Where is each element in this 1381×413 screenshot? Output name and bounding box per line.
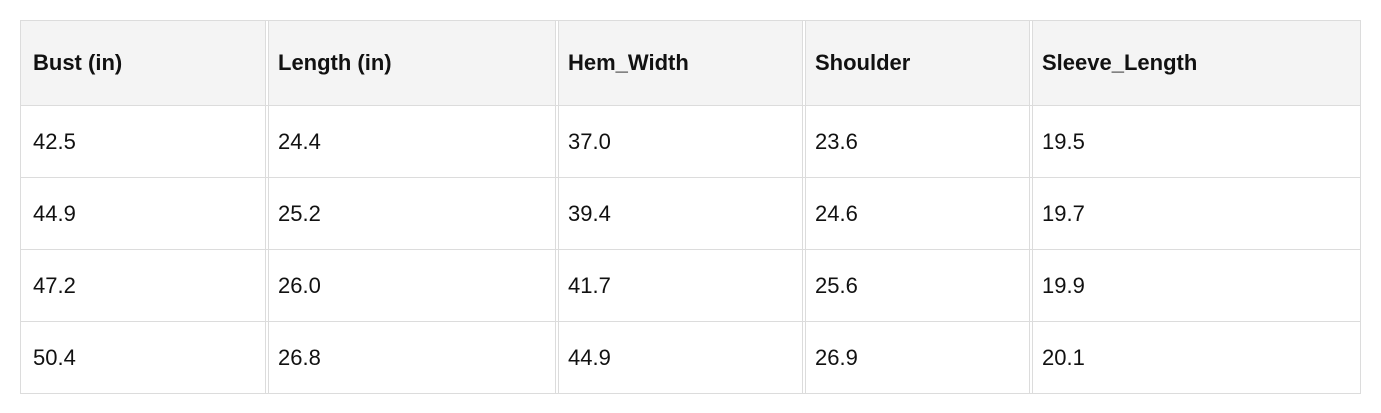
cell: 23.6 [803, 106, 1030, 178]
cell: 19.7 [1030, 178, 1361, 250]
table-row: 44.9 25.2 39.4 24.6 19.7 [20, 178, 1361, 250]
header-length: Length (in) [266, 20, 556, 106]
cell: 44.9 [556, 322, 803, 394]
cell: 37.0 [556, 106, 803, 178]
header-bust: Bust (in) [20, 20, 266, 106]
cell: 26.9 [803, 322, 1030, 394]
cell: 44.9 [20, 178, 266, 250]
cell: 20.1 [1030, 322, 1361, 394]
table-row: 47.2 26.0 41.7 25.6 19.9 [20, 250, 1361, 322]
table-row: 42.5 24.4 37.0 23.6 19.5 [20, 106, 1361, 178]
cell: 47.2 [20, 250, 266, 322]
header-row: Bust (in) Length (in) Hem_Width Shoulder… [20, 20, 1361, 106]
header-sleeve-length: Sleeve_Length [1030, 20, 1361, 106]
measurements-table: Bust (in) Length (in) Hem_Width Shoulder… [20, 20, 1361, 394]
cell: 42.5 [20, 106, 266, 178]
cell: 26.8 [266, 322, 556, 394]
cell: 19.9 [1030, 250, 1361, 322]
table-row: 50.4 26.8 44.9 26.9 20.1 [20, 322, 1361, 394]
cell: 24.4 [266, 106, 556, 178]
cell: 25.6 [803, 250, 1030, 322]
cell: 25.2 [266, 178, 556, 250]
cell: 26.0 [266, 250, 556, 322]
cell: 41.7 [556, 250, 803, 322]
cell: 19.5 [1030, 106, 1361, 178]
cell: 39.4 [556, 178, 803, 250]
header-shoulder: Shoulder [803, 20, 1030, 106]
cell: 50.4 [20, 322, 266, 394]
header-hem-width: Hem_Width [556, 20, 803, 106]
cell: 24.6 [803, 178, 1030, 250]
